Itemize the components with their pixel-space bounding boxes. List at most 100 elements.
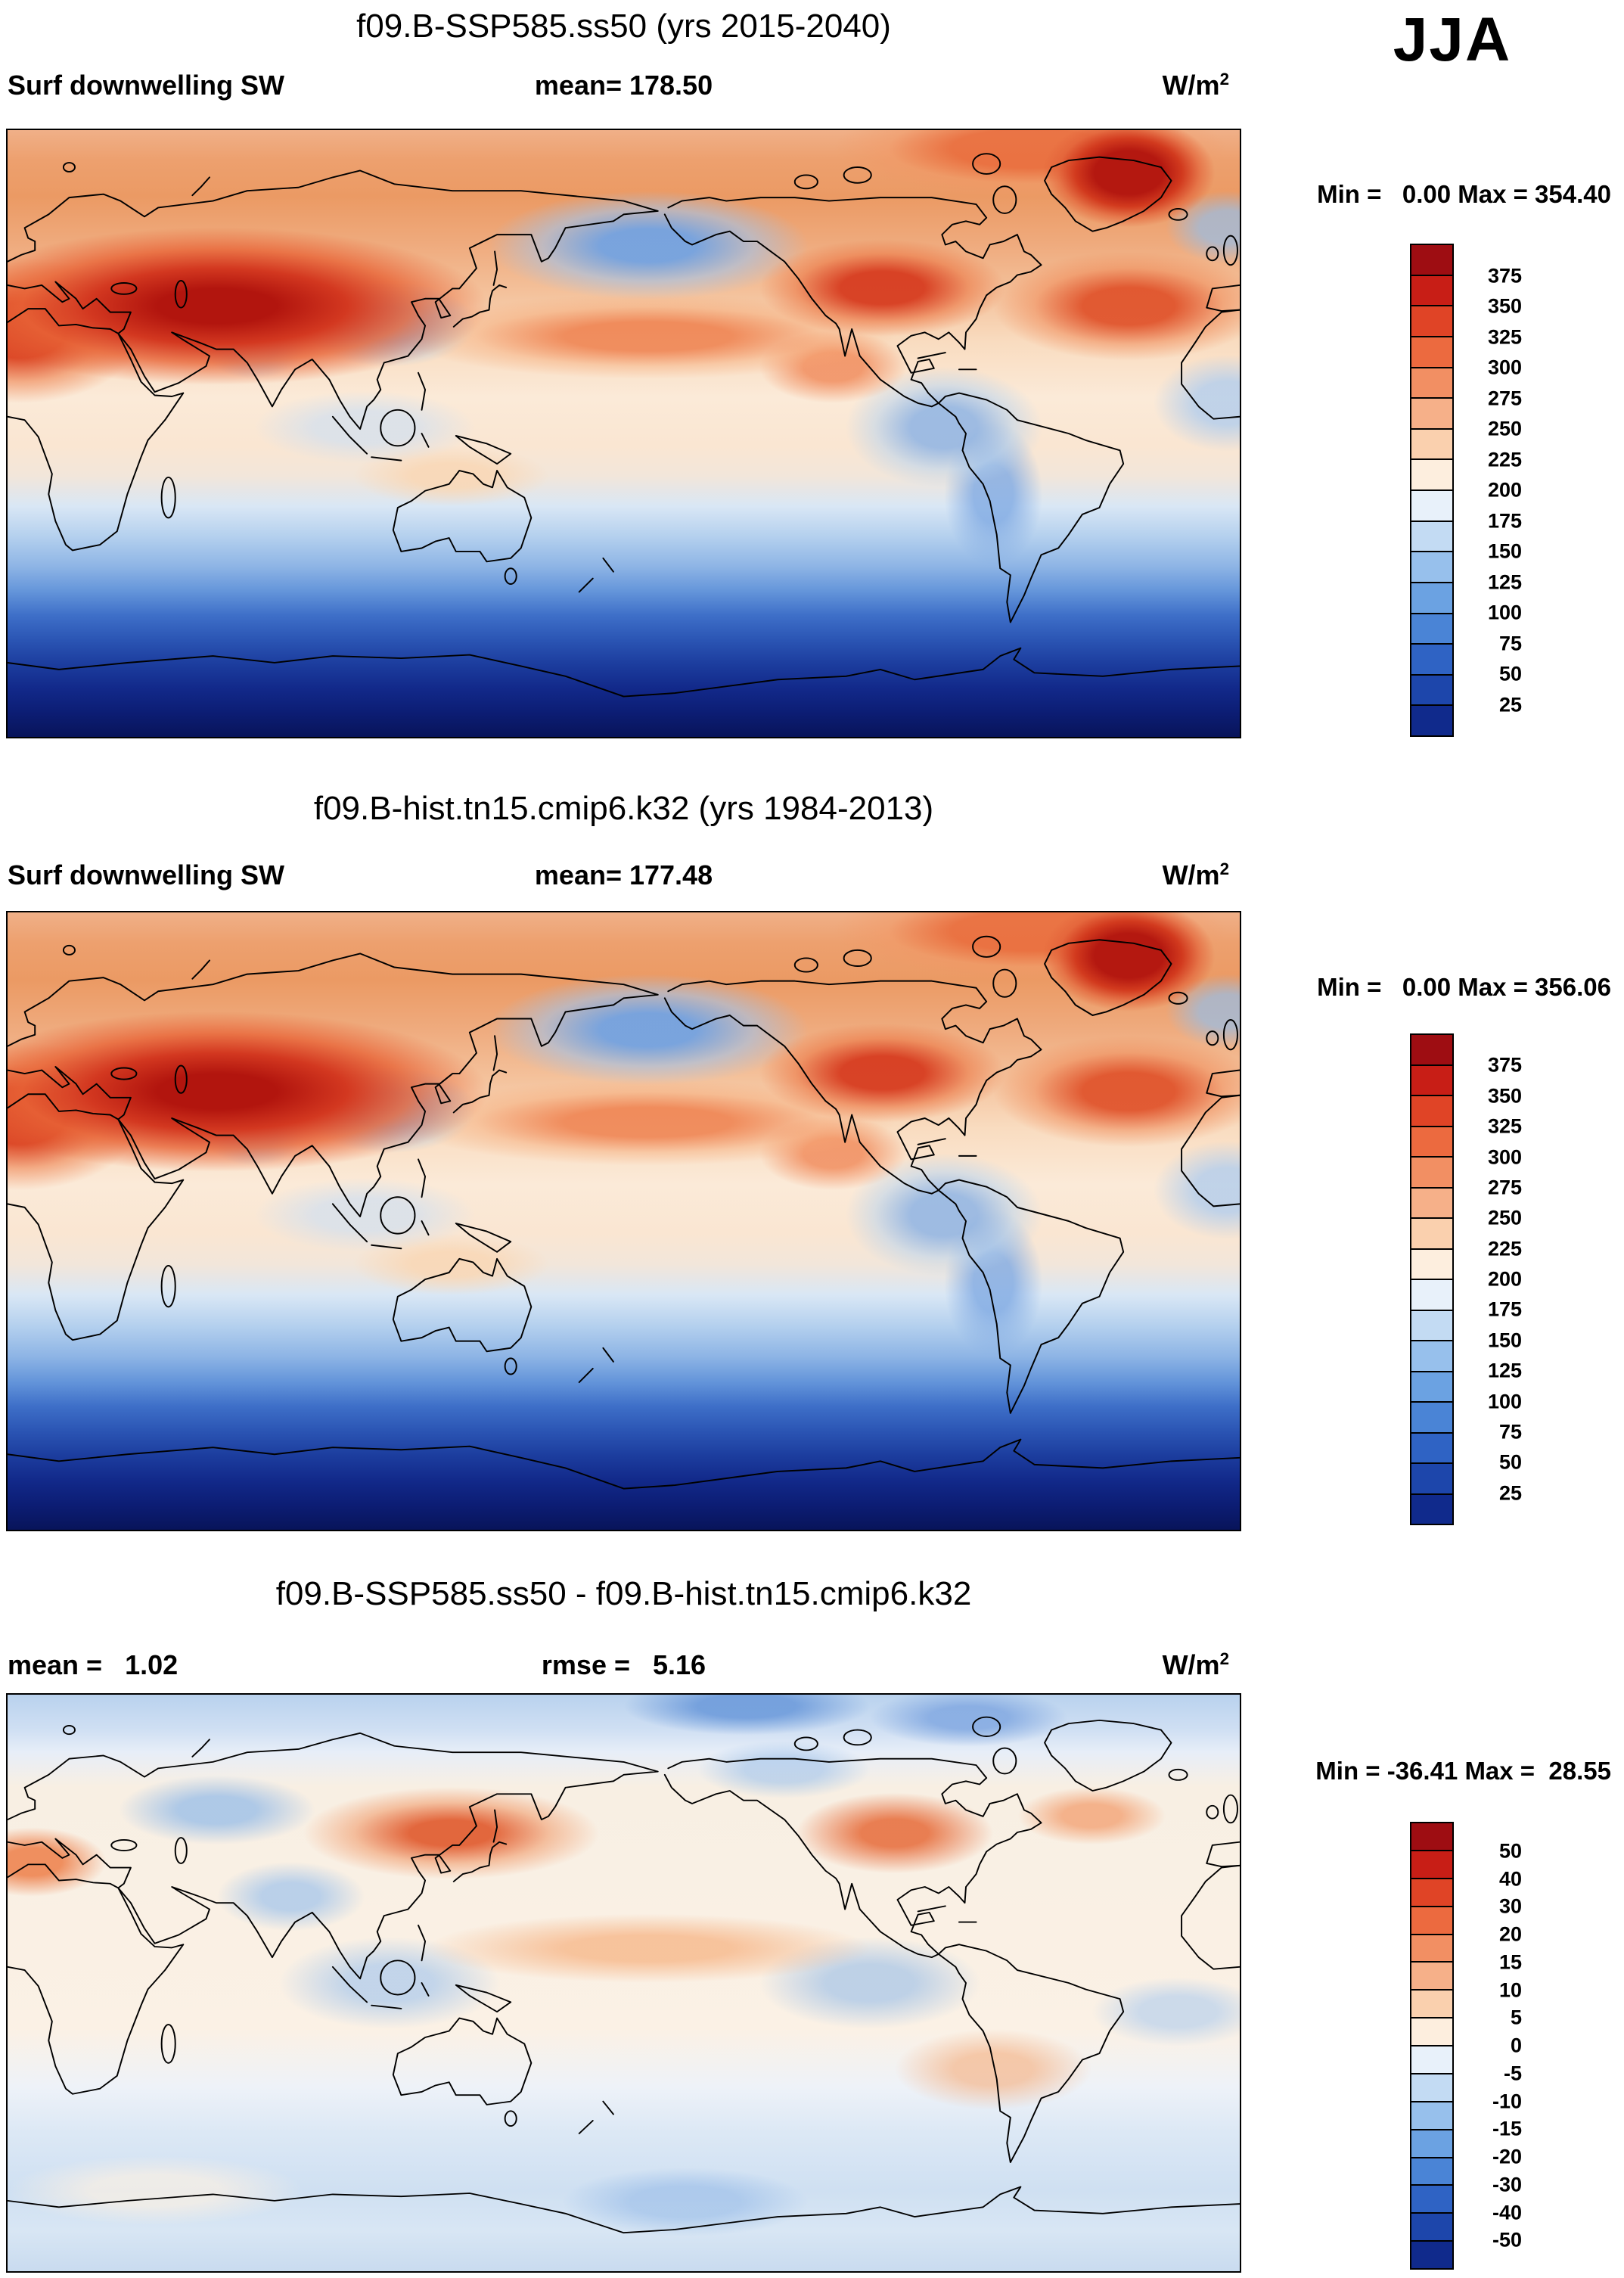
colorbar: 375 350 325 300 275 250 225 200 175 150 125 100 75 50… — [1410, 244, 1522, 737]
coastlines-layer — [8, 153, 1240, 698]
colorbar-cell — [1411, 2156, 1452, 2185]
colorbar-tick-label: 25 — [1498, 693, 1522, 716]
colorbar-tick-label: 0 — [1510, 2034, 1522, 2057]
colorbar-tick-label: 150 — [1487, 1329, 1522, 1352]
colorbar-cell — [1411, 245, 1452, 275]
colorbar-cell — [1411, 1064, 1452, 1095]
colorbar-tick-label: 350 — [1487, 1084, 1522, 1108]
colorbar-cell — [1411, 2184, 1452, 2213]
colorbar-cell — [1411, 1095, 1452, 1126]
colorbar-tick-label: -20 — [1492, 2145, 1522, 2168]
colorbar: 50 40 30 20 15 10 5 0 -5 -10 -15 -20 -30 -40 -50 — [1410, 1822, 1522, 2270]
colorbar-cell — [1411, 704, 1452, 735]
variable-label: Surf downwelling SW — [8, 859, 284, 890]
coastlines-layer — [8, 935, 1240, 1490]
colorbar: 375 350 325 300 275 250 225 200 175 150 125 100 75 50… — [1410, 1033, 1522, 1525]
coastlines-overlay — [8, 1695, 1240, 2271]
colorbar-cell — [1411, 1186, 1452, 1217]
colorbar-cell — [1411, 458, 1452, 489]
colorbar-tick-label: 175 — [1487, 509, 1522, 532]
colorbar-cell — [1411, 1156, 1452, 1187]
colorbar-cell — [1411, 2100, 1452, 2129]
colorbar-cell — [1411, 366, 1452, 398]
colorbar-cell — [1411, 1125, 1452, 1156]
colorbar-cell — [1411, 335, 1452, 367]
panel-subheader: Surf downwelling SW mean= 178.50 W/m2 — [6, 70, 1241, 106]
colorbar-tick-label: 75 — [1498, 632, 1522, 654]
colorbar-cell — [1411, 1849, 1452, 1878]
colorbar-tick-label: 100 — [1487, 1390, 1522, 1412]
units-label: W/m2 — [1162, 1649, 1229, 1680]
colorbar-tick-label: 125 — [1487, 1359, 1522, 1382]
right-rail: JJA Min = 0.00 Max = 354.40 375 350 325 300… — [1286, 0, 1619, 787]
units-label: W/m2 — [1162, 859, 1229, 890]
colorbar-cell — [1411, 1989, 1452, 2018]
colorbar-cell — [1411, 1340, 1452, 1371]
colorbar-tick-label: 150 — [1487, 539, 1522, 563]
colorbar-cell — [1411, 1462, 1452, 1493]
coastlines-overlay — [8, 130, 1240, 737]
colorbar-cell — [1411, 397, 1452, 428]
colorbar-cell — [1411, 1493, 1452, 1524]
colorbar-tick-label: 25 — [1498, 1481, 1522, 1505]
colorbar-cell — [1411, 1217, 1452, 1248]
colorbar-cell — [1411, 2212, 1452, 2241]
colorbar-tick-label: -30 — [1492, 2173, 1522, 2196]
colorbar-cell — [1411, 551, 1452, 582]
map-diff — [6, 1693, 1241, 2273]
colorbar-tick-label: 175 — [1487, 1297, 1522, 1321]
colorbar-cell — [1411, 1431, 1452, 1462]
colorbar-cell — [1411, 305, 1452, 336]
colorbar-cell — [1411, 2072, 1452, 2101]
colorbar-tick-label: 50 — [1498, 1839, 1522, 1863]
colorbar-tick-label: -15 — [1492, 2117, 1522, 2140]
colorbar-cell — [1411, 1035, 1452, 1064]
map-ssp585 — [6, 129, 1241, 738]
mean-label: mean = 1.02 — [8, 1649, 179, 1680]
panel-title: f09.B-hist.tn15.cmip6.k32 (yrs 1984-2013… — [313, 790, 934, 827]
colorbar-cell — [1411, 1823, 1452, 1850]
colorbar-tick-label: 250 — [1487, 417, 1522, 440]
colorbar-tick-label: 30 — [1498, 1894, 1522, 1918]
colorbar-cell — [1411, 1877, 1452, 1906]
colorbar-tick-label: 250 — [1487, 1206, 1522, 1229]
minmax-label: Min = -36.41 Max = 28.55 — [1315, 1757, 1611, 1785]
colorbar-cell — [1411, 274, 1452, 306]
colorbar-tick-label: 75 — [1498, 1420, 1522, 1444]
colorbar-tick-label: 20 — [1498, 1922, 1522, 1946]
colorbar-tick-label: 5 — [1510, 2006, 1522, 2029]
colorbar-cell — [1411, 1248, 1452, 1279]
colorbar-tick-label: 375 — [1487, 264, 1522, 287]
colorbar-cell — [1411, 1370, 1452, 1401]
colorbar-tick-label: 50 — [1498, 662, 1522, 685]
colorbar-tick-label: 300 — [1487, 1145, 1522, 1168]
panel-hist: f09.B-hist.tn15.cmip6.k32 (yrs 1984-2013… — [0, 787, 1624, 1566]
colorbar-tick-label: 225 — [1487, 1237, 1522, 1260]
panel-subheader: Surf downwelling SW mean= 177.48 W/m2 — [6, 859, 1241, 896]
variable-label: Surf downwelling SW — [8, 70, 284, 101]
colorbar-tick-label: 275 — [1487, 387, 1522, 409]
colorbar-tick-label: 200 — [1487, 478, 1522, 502]
colorbar-cell — [1411, 612, 1452, 644]
colorbar-tick-label: 100 — [1487, 601, 1522, 624]
coastlines-layer — [8, 1716, 1240, 2234]
colorbar-cell — [1411, 1961, 1452, 1990]
colorbar-tick-label: 325 — [1487, 1114, 1522, 1138]
colorbar-tick-label: -40 — [1492, 2201, 1522, 2224]
colorbar-tick-label: 15 — [1498, 1950, 1522, 1974]
panel-subheader: mean = 1.02 rmse = 5.16 W/m2 — [6, 1649, 1241, 1686]
colorbar-tick-label: 350 — [1487, 294, 1522, 318]
minmax-label: Min = 0.00 Max = 354.40 — [1317, 180, 1611, 208]
colorbar-cell — [1411, 489, 1452, 521]
colorbar-cell — [1411, 2045, 1452, 2073]
colorbar-tick-label: 10 — [1498, 1978, 1522, 2001]
colorbar-cell — [1411, 520, 1452, 552]
colorbar-cell — [1411, 1279, 1452, 1310]
mean-label: mean= 178.50 — [534, 70, 713, 101]
colorbar-tick-label: 40 — [1498, 1867, 1522, 1890]
panel-title: f09.B-SSP585.ss50 - f09.B-hist.tn15.cmip… — [275, 1575, 972, 1612]
colorbar-tick-label: 200 — [1487, 1267, 1522, 1291]
panel-title: f09.B-SSP585.ss50 (yrs 2015-2040) — [356, 8, 891, 45]
colorbar-cell — [1411, 2240, 1452, 2268]
right-rail: Min = 0.00 Max = 356.06 375 350 325 300 275 2… — [1286, 787, 1619, 1566]
